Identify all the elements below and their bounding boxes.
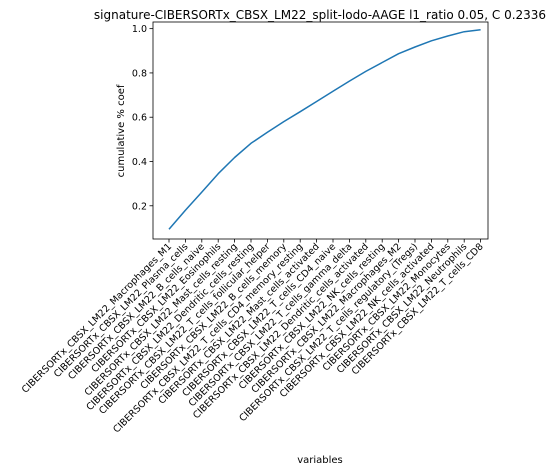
series-layer (168, 29, 481, 230)
y-axis-ticks: 0.2 0.4 0.6 0.8 1.0 (132, 24, 153, 212)
y-tick-label: 1.0 (132, 24, 147, 35)
y-tick-label: 0.8 (132, 68, 147, 79)
chart-title: signature-CIBERSORTx_CBSX_LM22_split-lod… (94, 8, 546, 22)
plot-frame (152, 21, 489, 240)
y-tick-label: 0.6 (132, 113, 147, 124)
y-axis-label: cumulative % coef (116, 84, 127, 177)
y-tick-label: 0.2 (132, 201, 147, 212)
series-line (168, 29, 481, 230)
x-axis-label: variables (297, 455, 343, 466)
y-tick-label: 0.4 (132, 157, 147, 168)
